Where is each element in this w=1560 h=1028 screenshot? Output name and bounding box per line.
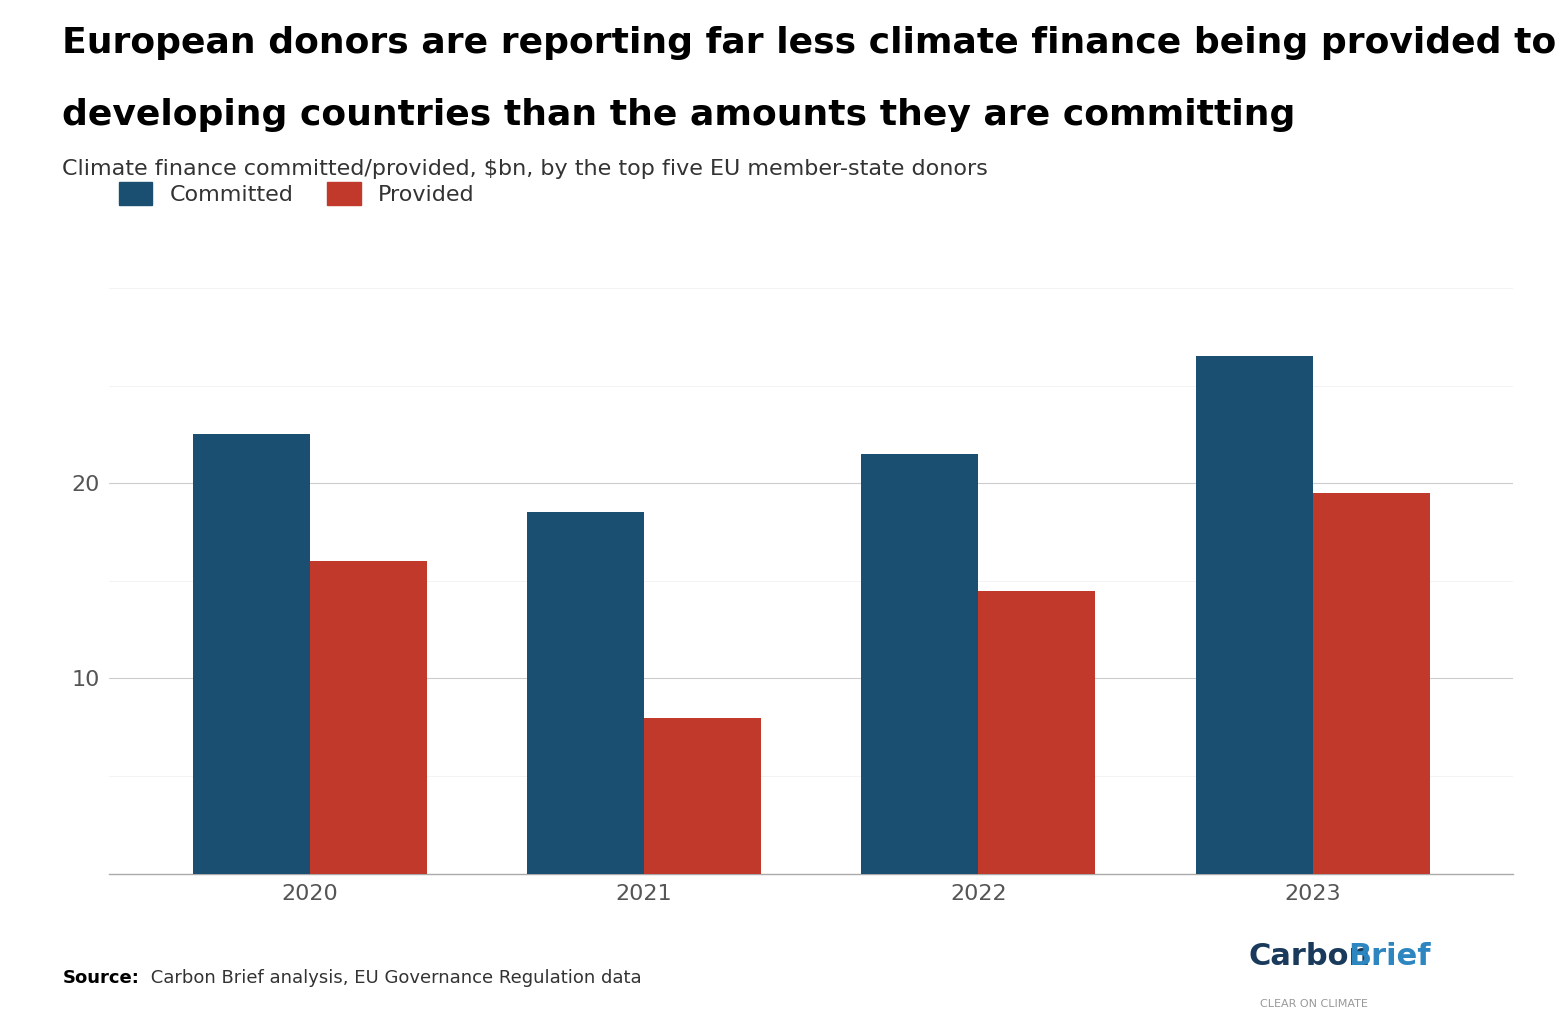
Bar (310, 561, 427, 874)
Bar (978, 590, 1095, 874)
Text: European donors are reporting far less climate finance being provided to: European donors are reporting far less c… (62, 26, 1557, 60)
Bar (193, 434, 310, 874)
Text: developing countries than the amounts they are committing: developing countries than the amounts th… (62, 98, 1296, 132)
Bar (527, 513, 644, 874)
Text: Brief: Brief (1348, 943, 1431, 971)
Legend: Committed, Provided: Committed, Provided (119, 182, 474, 205)
Text: Carbon Brief analysis, EU Governance Regulation data: Carbon Brief analysis, EU Governance Reg… (145, 968, 641, 987)
Text: Carbon: Carbon (1248, 943, 1370, 971)
Bar (1195, 357, 1312, 874)
Text: Climate finance committed/provided, $bn, by the top five EU member-state donors: Climate finance committed/provided, $bn,… (62, 159, 989, 179)
Text: Source:: Source: (62, 968, 139, 987)
Bar (1312, 493, 1429, 874)
Bar (644, 718, 761, 874)
Bar (861, 454, 978, 874)
Text: CLEAR ON CLIMATE: CLEAR ON CLIMATE (1260, 999, 1368, 1009)
